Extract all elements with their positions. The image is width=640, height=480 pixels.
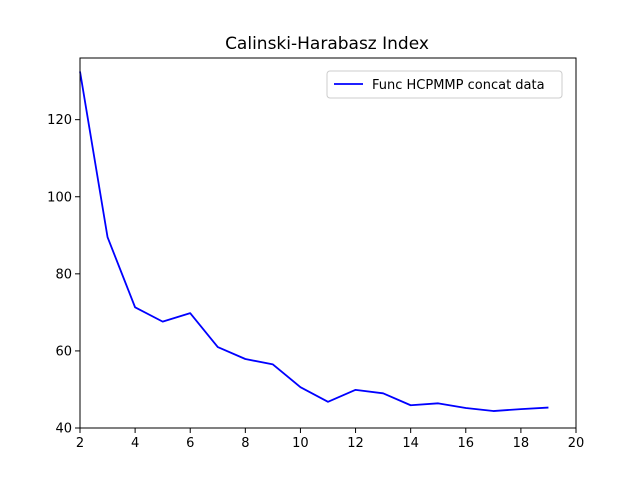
plot-marks [79, 71, 549, 412]
chart-title: Calinski-Harabasz Index [225, 34, 429, 54]
x-tick-label: 16 [458, 436, 475, 451]
x-tick-label: 2 [76, 436, 84, 451]
legend: Func HCPMMP concat data [326, 70, 563, 99]
axis-ticks: 2 4 6 8 10 12 14 16 18 20 40 60 80 100 120 [47, 113, 584, 451]
x-tick-label: 10 [292, 436, 309, 451]
legend-box [326, 70, 563, 99]
y-tick-label: 60 [55, 344, 72, 359]
x-tick-label: 4 [131, 436, 139, 451]
y-tick-label: 120 [47, 113, 72, 128]
x-tick-label: 14 [402, 436, 419, 451]
y-tick-label: 40 [55, 422, 72, 437]
legend-label: Func HCPMMP concat data [372, 78, 545, 93]
x-tick-label: 18 [513, 436, 530, 451]
x-tick-label: 8 [241, 436, 249, 451]
plot-frame [79, 57, 577, 429]
x-tick-label: 6 [186, 436, 194, 451]
y-tick-label: 100 [47, 190, 72, 205]
y-tick-label: 80 [55, 267, 72, 282]
x-tick-label: 20 [568, 436, 585, 451]
series-line-0 [79, 71, 549, 412]
x-tick-label: 12 [347, 436, 364, 451]
